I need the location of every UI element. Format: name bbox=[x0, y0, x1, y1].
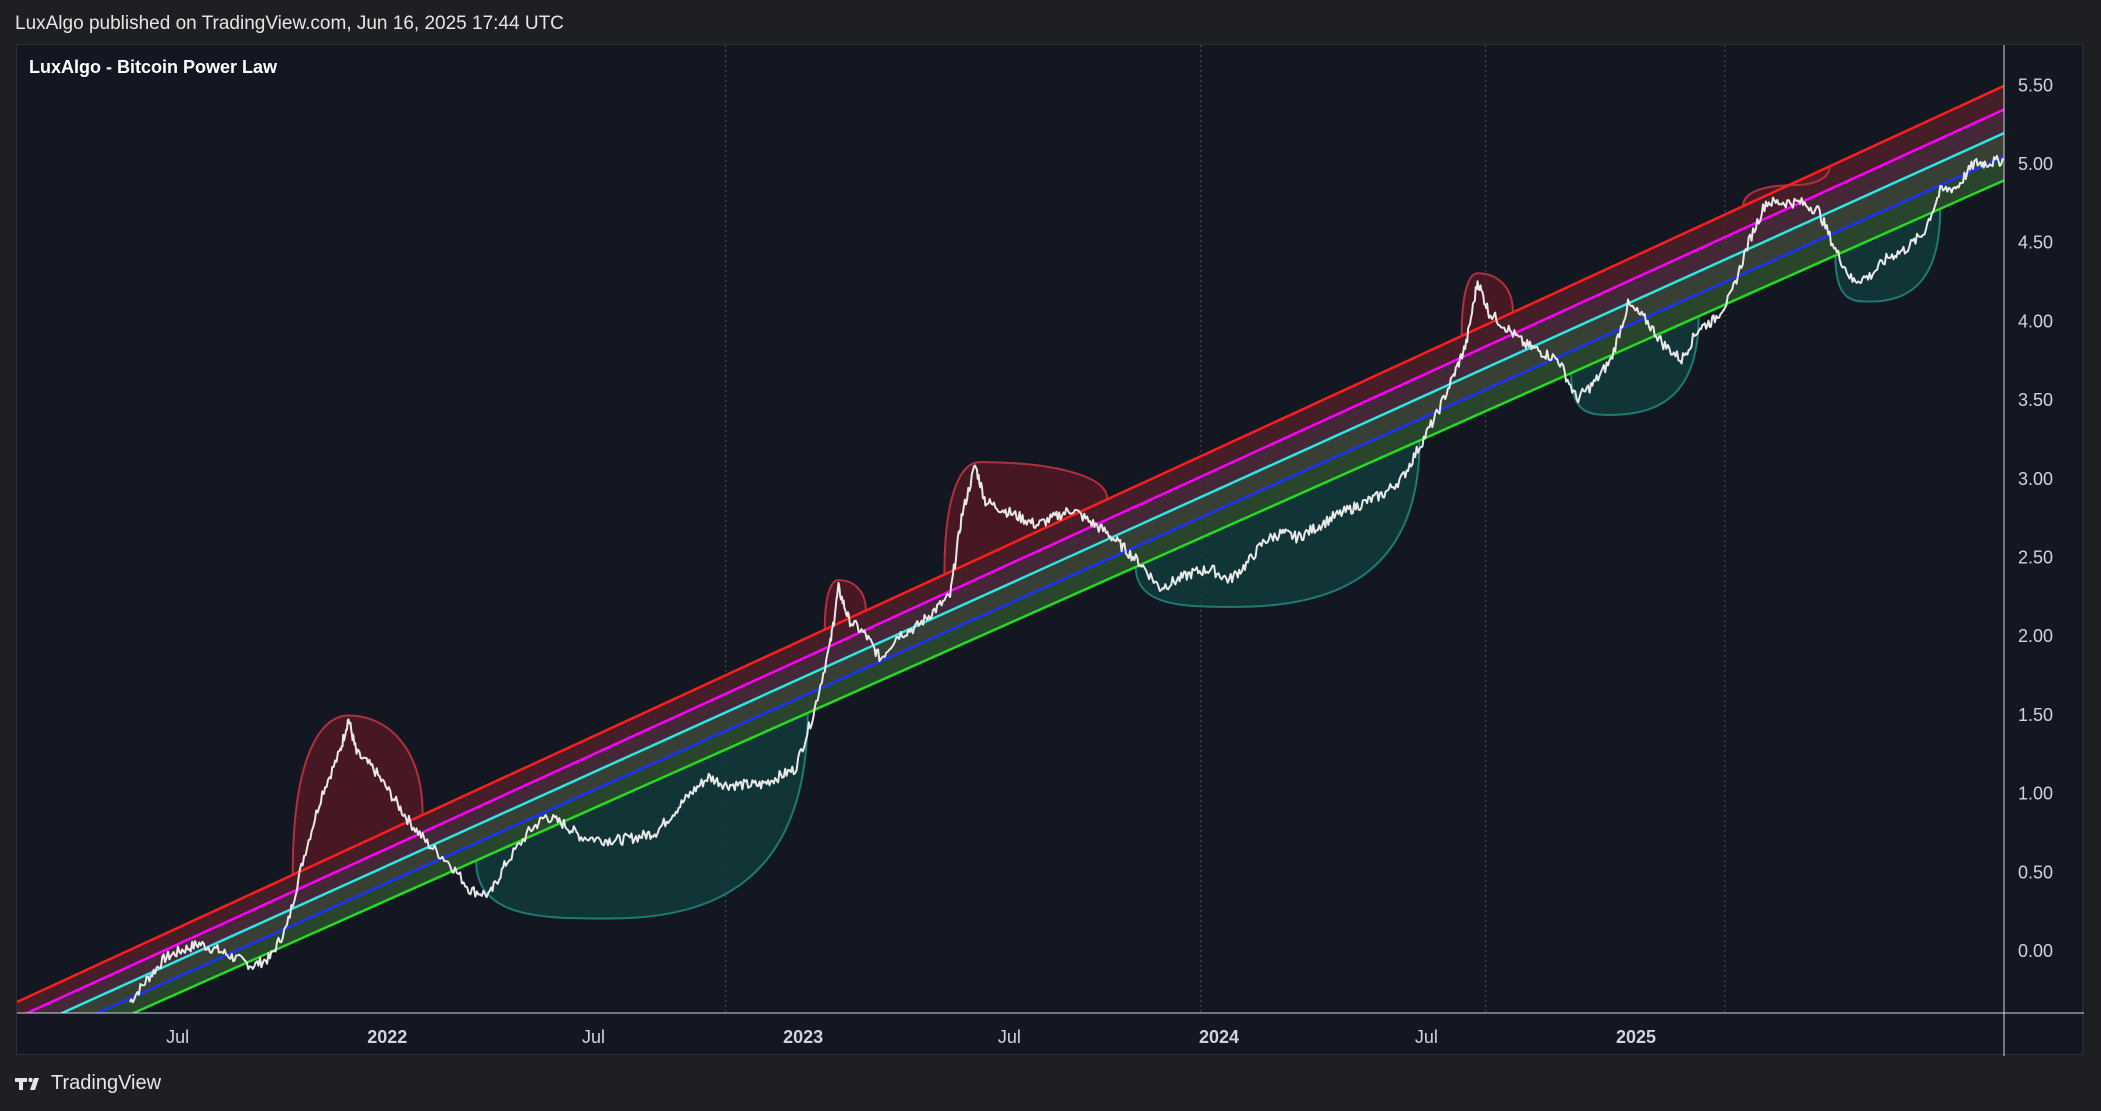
tradingview-logo-icon bbox=[15, 1077, 39, 1090]
bands-group bbox=[17, 84, 2004, 1013]
band-fill bbox=[27, 109, 2004, 1013]
band-line bbox=[24, 108, 2004, 1013]
chart-frame[interactable]: 0.00 0.50 1.00 1.50 2.00 2.50 3.00 3.50 4.00 4.50… bbox=[16, 44, 2084, 1056]
time-axis-label: 2024 bbox=[1199, 1027, 1239, 1047]
bottom-bar: TradingView bbox=[0, 1057, 2101, 1111]
price-axis-label: 3.00 bbox=[2018, 469, 2053, 489]
trough-arc bbox=[475, 711, 809, 920]
band-fill bbox=[62, 133, 2004, 1013]
top-bar: LuxAlgo published on TradingView.com, Ju… bbox=[0, 0, 2101, 44]
peak-arc bbox=[291, 714, 424, 877]
time-axis-label: 2023 bbox=[783, 1027, 823, 1047]
price-axis-label: 1.50 bbox=[2018, 705, 2053, 725]
tradingview-logo[interactable]: TradingView bbox=[15, 1072, 161, 1095]
publish-info: LuxAlgo published on TradingView.com, Ju… bbox=[15, 13, 564, 34]
price-axis-label: 3.50 bbox=[2018, 390, 2053, 410]
price-axis-label: 4.50 bbox=[2018, 233, 2053, 253]
band-line bbox=[130, 179, 2004, 1013]
tradingview-brand: TradingView bbox=[51, 1072, 162, 1094]
band-line bbox=[17, 84, 2004, 1004]
indicator-title: LuxAlgo - Bitcoin Power Law bbox=[29, 57, 278, 77]
price-axis-label: 0.00 bbox=[2018, 941, 2053, 961]
chart-canvas[interactable]: 0.00 0.50 1.00 1.50 2.00 2.50 3.00 3.50 4.00 4.50… bbox=[17, 45, 2084, 1056]
peak-arc bbox=[943, 461, 1109, 576]
time-axis-label: 2022 bbox=[367, 1027, 407, 1047]
band-fill bbox=[17, 85, 2004, 1013]
price-axis-label: 0.50 bbox=[2018, 862, 2053, 882]
price-axis-label: 1.00 bbox=[2018, 784, 2053, 804]
price-axis-label: 2.50 bbox=[2018, 548, 2053, 568]
time-axis-label: 2025 bbox=[1616, 1027, 1656, 1047]
price-axis-label: 2.00 bbox=[2018, 626, 2053, 646]
time-axis-label: Jul bbox=[166, 1027, 189, 1047]
trough-arc bbox=[1570, 314, 1700, 416]
time-axis-label: Jul bbox=[1415, 1027, 1438, 1047]
band-line bbox=[94, 155, 2004, 1013]
price-axis-label: 4.00 bbox=[2018, 311, 2053, 331]
price-axis-label: 5.50 bbox=[2018, 75, 2053, 95]
band-line bbox=[59, 132, 2004, 1013]
price-line bbox=[128, 154, 2004, 1004]
time-axis-label: Jul bbox=[998, 1027, 1021, 1047]
time-axis-label: Jul bbox=[582, 1027, 605, 1047]
trough-arc bbox=[1134, 439, 1421, 608]
price-axis-label: 5.00 bbox=[2018, 154, 2053, 174]
